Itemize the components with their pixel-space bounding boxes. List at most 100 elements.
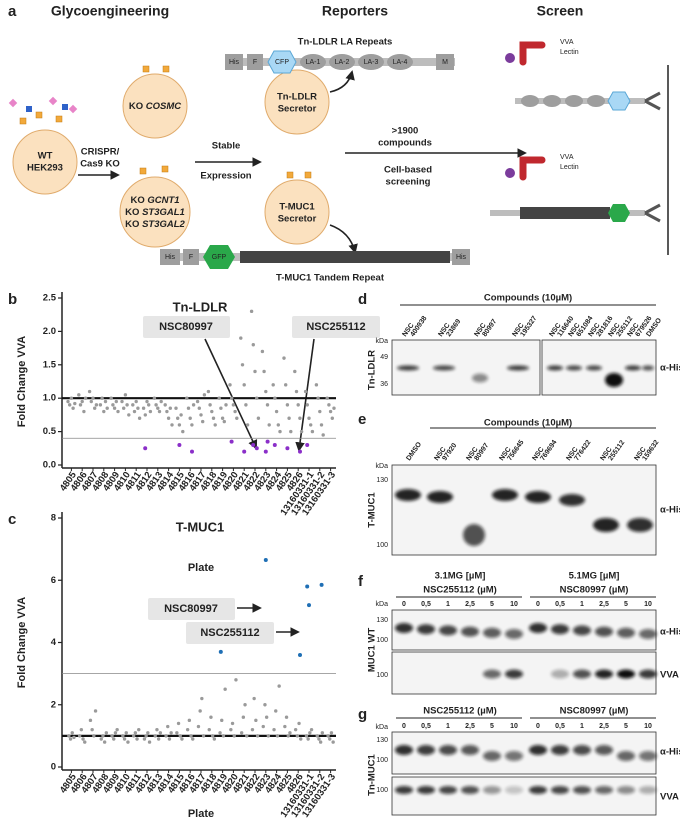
label: Secretor <box>278 214 317 225</box>
hit-point <box>298 652 302 657</box>
blot-band <box>639 629 657 639</box>
data-point <box>230 396 234 400</box>
annotation-box <box>143 316 230 338</box>
hit-point <box>265 439 270 444</box>
data-point <box>297 721 301 726</box>
data-point <box>142 737 147 741</box>
blot-band <box>573 745 591 755</box>
data-point <box>287 416 291 420</box>
data-point <box>209 715 213 719</box>
data-point <box>68 737 73 741</box>
data-point <box>137 727 141 732</box>
data-point <box>242 383 246 387</box>
data-point <box>195 399 200 404</box>
label: KO <box>130 195 147 206</box>
data-point <box>219 406 223 410</box>
data-point <box>261 724 265 729</box>
label: d <box>358 291 367 308</box>
label: 130 <box>376 617 388 624</box>
data-point <box>284 715 289 719</box>
data-point <box>234 678 238 682</box>
label: 0 <box>402 601 406 608</box>
data-point <box>210 409 214 414</box>
label: 0 <box>51 762 56 773</box>
data-point <box>165 409 169 414</box>
data-point <box>122 737 127 741</box>
data-point <box>325 396 329 400</box>
label: 5.1MG [µM] <box>569 571 620 582</box>
data-point <box>293 727 298 732</box>
blot-band <box>547 365 563 371</box>
data-point <box>124 731 128 735</box>
data-point <box>220 416 225 420</box>
label: ST3GAL2 <box>142 219 185 230</box>
data-point <box>264 715 269 719</box>
blot-band <box>595 669 613 679</box>
label: 130 <box>376 737 388 744</box>
data-point <box>328 737 332 741</box>
label: 4 <box>51 637 57 648</box>
data-point <box>211 416 216 420</box>
data-point <box>309 423 313 427</box>
data-point <box>308 731 312 735</box>
label: g <box>358 706 367 723</box>
label: VVA <box>560 154 574 161</box>
label: 100 <box>376 787 388 794</box>
blot-band <box>427 491 453 503</box>
label: NSC255112 <box>200 627 259 639</box>
blot-band <box>617 669 635 679</box>
data-point <box>180 737 184 741</box>
data-point <box>170 423 174 427</box>
blot-band <box>625 365 641 371</box>
data-point <box>146 731 150 735</box>
label: Cas9 KO <box>80 159 120 170</box>
data-point <box>87 389 92 394</box>
blot-band <box>573 786 591 794</box>
cell <box>12 129 78 195</box>
data-point <box>328 409 333 414</box>
data-point <box>147 403 151 407</box>
data-point <box>191 737 195 741</box>
cell <box>264 179 330 245</box>
data-point <box>154 403 158 407</box>
hit-point <box>251 442 256 447</box>
annotation-box <box>292 316 380 338</box>
blot-band <box>617 627 635 638</box>
data-point <box>240 363 245 367</box>
blot-band <box>505 786 523 794</box>
data-point <box>167 737 172 741</box>
data-point <box>67 734 71 738</box>
data-point <box>256 416 261 420</box>
data-point <box>66 399 70 404</box>
data-point <box>71 406 75 410</box>
label: GFP <box>212 254 227 261</box>
data-point <box>250 727 255 732</box>
label: HEK293 <box>27 163 63 174</box>
data-point <box>147 740 152 744</box>
hit-point <box>254 446 259 451</box>
blot-band <box>417 624 435 635</box>
label: Fold Change VVA <box>16 336 28 428</box>
label: 2.0 <box>43 326 56 337</box>
label: COSMC <box>146 101 182 112</box>
data-point <box>253 369 257 374</box>
data-point <box>93 406 97 410</box>
hit-point <box>263 449 268 454</box>
data-point <box>176 721 181 726</box>
blot-band <box>559 494 585 506</box>
data-point <box>224 403 228 407</box>
label: KO <box>125 207 142 218</box>
label: 100 <box>376 542 388 549</box>
label: CFP <box>275 59 289 66</box>
data-point <box>127 413 131 417</box>
data-point <box>82 409 86 414</box>
label: Stable <box>212 141 241 152</box>
blot-band <box>395 489 421 501</box>
blot-band <box>605 373 623 387</box>
label: b <box>8 291 17 308</box>
data-point <box>121 734 125 738</box>
data-point <box>191 403 196 407</box>
arrow <box>329 224 358 254</box>
data-point <box>231 403 236 407</box>
data-point <box>93 709 98 713</box>
